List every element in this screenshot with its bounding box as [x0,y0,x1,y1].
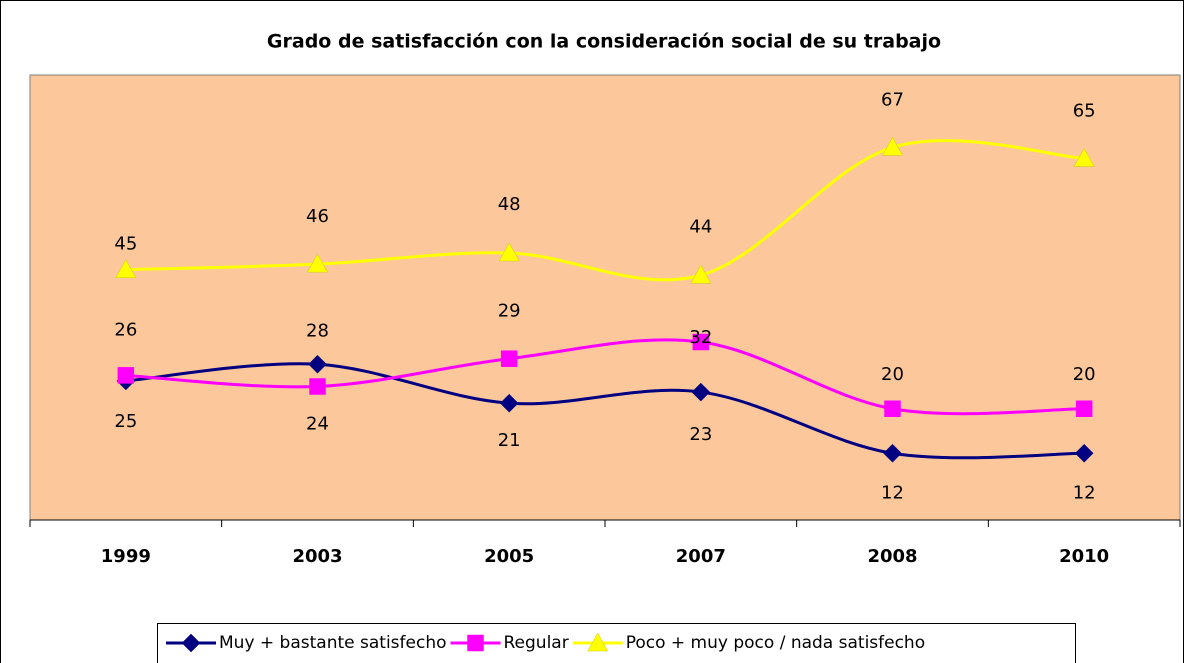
x-tick-label: 2005 [484,546,534,567]
marker [308,354,327,374]
data-label: 24 [306,414,329,435]
data-label: 46 [306,206,329,227]
legend: Muy + bastante satisfecho Regular Poco + m… [157,623,1076,663]
x-tick-label: 2007 [676,546,726,567]
data-label: 48 [498,194,521,215]
marker [691,382,711,402]
marker [882,136,903,156]
marker [1073,147,1095,167]
data-label: 44 [689,216,712,237]
legend-label: Poco + muy poco / nada satisfecho [626,633,925,653]
data-label: 45 [114,234,137,255]
marker [500,350,518,367]
marker [1074,443,1094,463]
legend-label: Muy + bastante satisfecho [219,633,447,653]
data-label: 20 [1073,364,1096,385]
marker [115,259,137,278]
series-line [125,139,1085,282]
data-label: 12 [881,482,904,503]
data-label: 23 [689,424,712,445]
series-line [125,338,1085,416]
series-line [125,362,1085,460]
x-tick-label: 1999 [101,546,151,567]
data-label: 32 [689,327,712,348]
marker [309,378,326,395]
marker [587,632,609,652]
plot-area [29,74,1181,521]
marker [884,400,901,417]
data-label: 67 [881,89,904,110]
x-tick-label: 2008 [867,546,917,567]
marker [181,633,201,653]
data-label: 28 [306,320,329,341]
data-label: 65 [1073,100,1096,121]
data-label: 12 [1073,482,1096,503]
marker [692,333,710,351]
data-label: 25 [114,411,137,432]
chart-title: Grado de satisfacción con la consideraci… [267,31,941,53]
marker [1075,400,1093,417]
data-label: 29 [498,301,521,322]
data-label: 20 [881,364,904,385]
x-tick-label: 2003 [292,546,342,567]
data-label: 21 [498,430,521,451]
marker [498,242,520,262]
marker [499,393,519,413]
marker [883,443,902,463]
data-label: 26 [114,319,137,340]
x-tick-label: 2010 [1059,546,1109,567]
marker [690,264,712,284]
legend-label: Regular [504,633,569,653]
marker [307,253,328,273]
marker [467,634,484,652]
marker [117,367,135,384]
